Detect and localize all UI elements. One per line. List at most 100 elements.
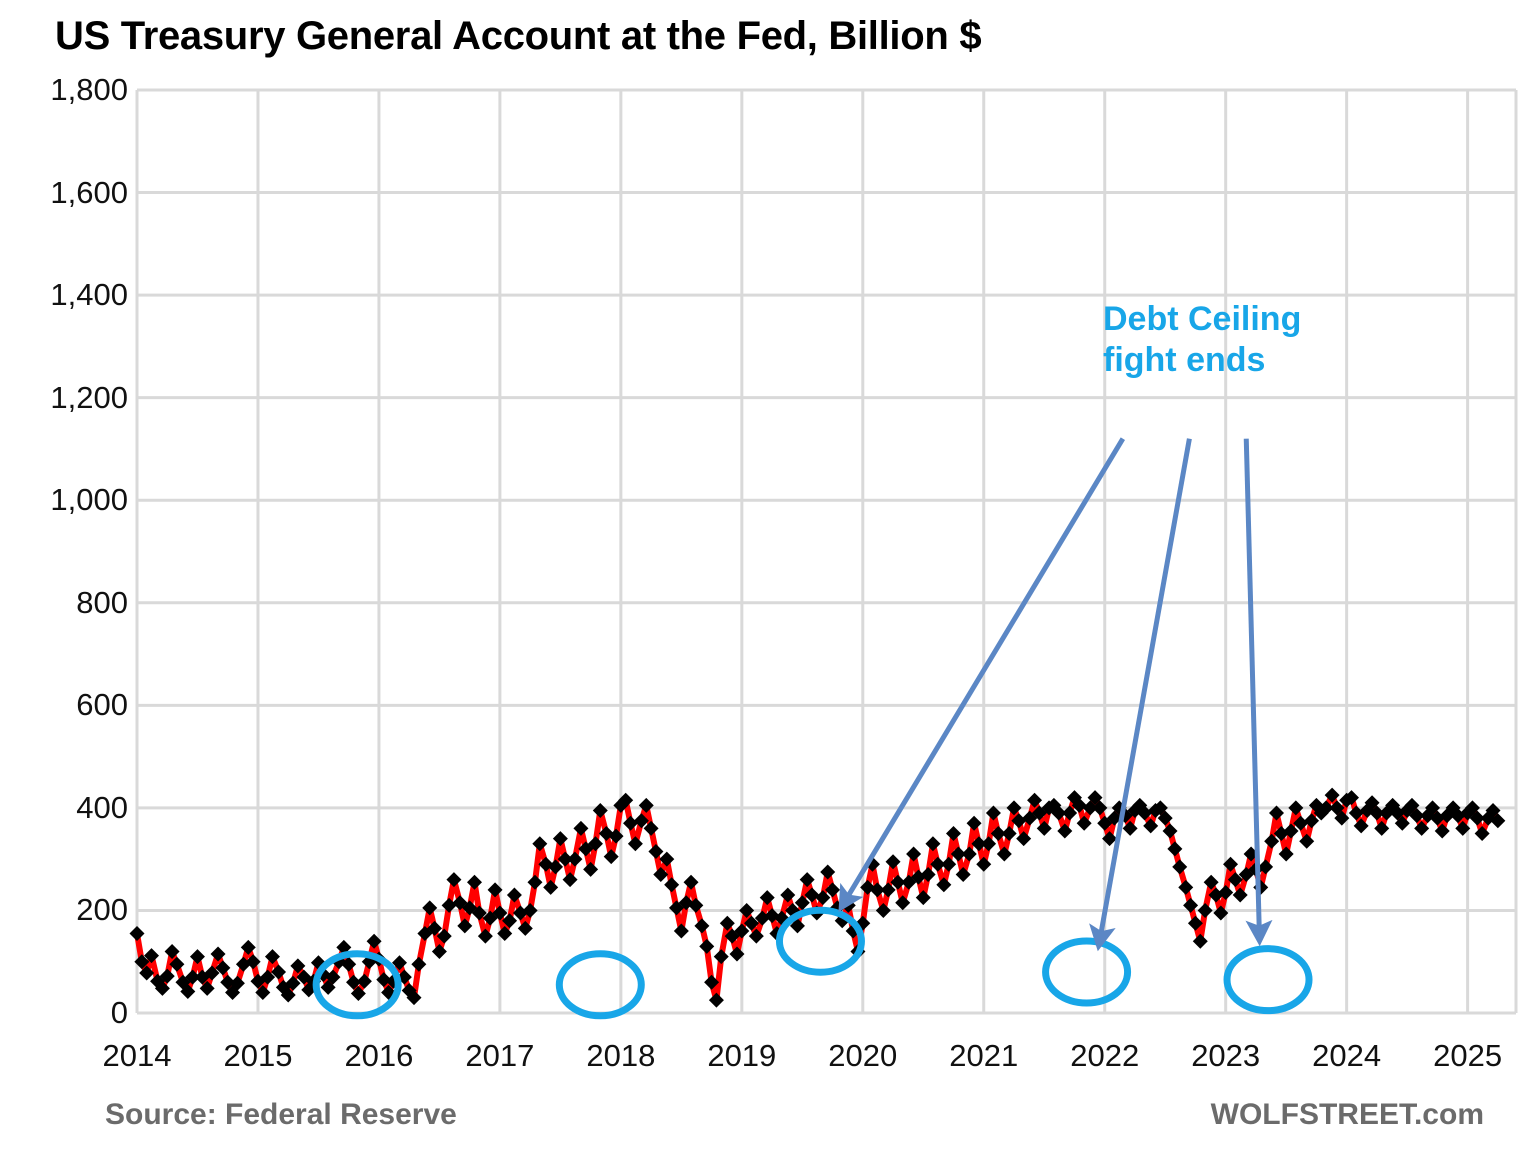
data-point-marker (981, 836, 997, 852)
data-point-marker (285, 975, 301, 991)
data-point-marker (325, 969, 341, 985)
x-axis-tick-2025: 2025 (1433, 1038, 1503, 1073)
x-axis-tick-2020: 2020 (828, 1038, 898, 1073)
data-point-marker (527, 874, 543, 890)
data-point-marker (1183, 897, 1199, 913)
data-point-marker (804, 887, 820, 903)
data-point-marker (506, 887, 522, 903)
data-point-marker (180, 983, 196, 999)
data-point-marker (280, 987, 296, 1003)
ellipse-debt-ceiling-trough-2015 (312, 950, 402, 1020)
data-point-marker (557, 851, 573, 867)
data-point-marker (567, 851, 583, 867)
data-point-marker (1258, 859, 1274, 875)
data-point-marker (1036, 820, 1052, 836)
data-point-marker (466, 874, 482, 890)
y-axis-tick-1200: 1,200 (50, 379, 128, 415)
data-point-marker (1122, 820, 1138, 836)
arrow-to-2023-trough (1243, 438, 1273, 947)
data-point-marker (159, 968, 175, 984)
data-point-marker (1087, 790, 1103, 806)
data-point-marker (734, 923, 750, 939)
data-point-marker (906, 846, 922, 862)
data-point-marker (1076, 815, 1092, 831)
data-point-marker (976, 856, 992, 872)
data-point-marker (189, 949, 205, 965)
data-point-marker (638, 797, 654, 813)
data-point-marker (1027, 792, 1043, 808)
x-axis-tick-2015: 2015 (223, 1038, 293, 1073)
chart-title: US Treasury General Account at the Fed, … (55, 14, 982, 58)
data-point-marker (346, 974, 362, 990)
data-point-marker (653, 867, 669, 883)
data-point-marker (497, 926, 513, 942)
data-point-marker (739, 902, 755, 918)
data-point-marker (880, 882, 896, 898)
data-point-marker (271, 964, 287, 980)
data-point-marker (446, 872, 462, 888)
data-point-marker (789, 918, 805, 934)
x-axis-tick-2024: 2024 (1312, 1038, 1382, 1073)
data-point-marker (1394, 815, 1410, 831)
data-point-marker (406, 990, 422, 1006)
y-axis-tick-800: 800 (76, 584, 128, 620)
data-point-marker (683, 874, 699, 890)
data-point-marker (587, 836, 603, 852)
data-point-marker (290, 958, 306, 974)
brand-label: WOLFSTREET.com (1210, 1098, 1484, 1131)
data-point-marker (1369, 805, 1385, 821)
data-point-marker (1162, 823, 1178, 839)
data-point-marker (1490, 813, 1506, 829)
data-point-marker (794, 895, 810, 911)
annotations (312, 437, 1313, 1020)
data-point-marker (260, 969, 276, 985)
x-axis-tick-2019: 2019 (707, 1038, 777, 1073)
x-axis-tick-2014: 2014 (102, 1038, 172, 1073)
data-point-marker (1106, 810, 1122, 826)
x-axis-tick-2021: 2021 (949, 1038, 1019, 1073)
data-point-marker (552, 831, 568, 847)
ellipse-debt-ceiling-trough-2019 (775, 906, 865, 976)
data-point-marker (815, 890, 831, 906)
data-point-marker (1278, 846, 1294, 862)
x-axis-tick-2018: 2018 (586, 1038, 656, 1073)
data-point-marker (1137, 805, 1153, 821)
data-point-marker (694, 918, 710, 934)
x-axis-tick-2017: 2017 (465, 1038, 535, 1073)
data-point-marker (320, 979, 336, 995)
ellipse-debt-ceiling-trough-2021 (1042, 937, 1132, 1007)
data-point-marker (688, 897, 704, 913)
data-point-marker (391, 955, 407, 971)
data-point-marker (673, 923, 689, 939)
data-point-marker (971, 836, 987, 852)
data-point-marker (1192, 933, 1208, 949)
data-point-marker (185, 969, 201, 985)
data-point-marker (1143, 818, 1159, 834)
data-point-marker (471, 905, 487, 921)
data-point-marker (487, 882, 503, 898)
data-point-marker (1223, 856, 1239, 872)
data-point-marker (950, 846, 966, 862)
data-point-marker (1011, 813, 1027, 829)
data-point-marker (704, 974, 720, 990)
data-point-marker (985, 805, 1001, 821)
data-point-marker (1374, 820, 1390, 836)
data-point-marker (215, 960, 231, 976)
data-point-marker (744, 915, 760, 931)
data-point-marker (1414, 820, 1430, 836)
data-point-marker (255, 984, 271, 1000)
data-point-marker (1232, 887, 1248, 903)
data-point-marker (603, 849, 619, 865)
data-point-marker (869, 882, 885, 898)
data-point-marker (240, 939, 256, 955)
data-point-marker (366, 933, 382, 949)
data-point-marker (1172, 859, 1188, 875)
x-axis-tick-2016: 2016 (344, 1038, 414, 1073)
data-point-marker (264, 949, 280, 965)
data-point-marker (1006, 800, 1022, 816)
data-point-marker (139, 965, 155, 981)
arrow-to-2021-trough (1089, 438, 1192, 952)
data-point-marker (885, 854, 901, 870)
y-axis-tick-0: 0 (110, 995, 128, 1030)
data-point-marker (961, 846, 977, 862)
